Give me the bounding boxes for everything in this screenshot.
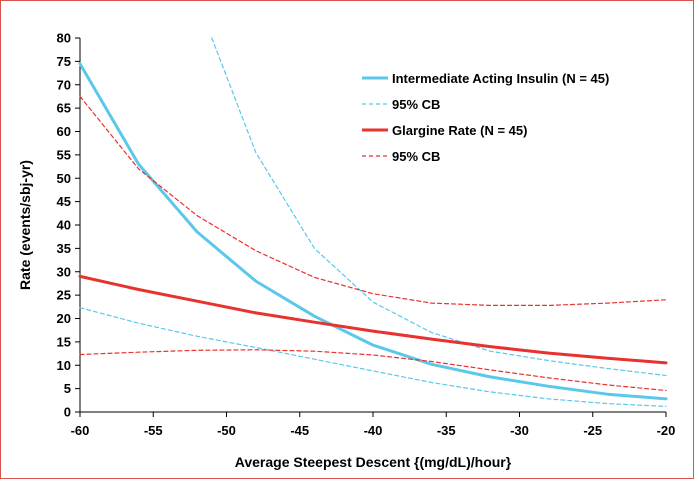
x-tick-label: -50 <box>217 423 236 438</box>
y-tick-label: 5 <box>64 381 71 396</box>
y-tick-label: 30 <box>57 264 71 279</box>
y-tick-label: 40 <box>57 218 71 233</box>
x-axis-title: Average Steepest Descent {(mg/dL)/hour} <box>235 454 512 470</box>
y-tick-label: 25 <box>57 288 71 303</box>
y-tick-label: 20 <box>57 311 71 326</box>
series-line-4 <box>78 274 668 365</box>
y-axis-title: Rate (events/sbj-yr) <box>17 160 33 290</box>
series-line-6 <box>79 349 667 392</box>
y-tick-label: 60 <box>57 124 71 139</box>
y-tick-label: 50 <box>57 171 71 186</box>
x-tick-label: -40 <box>364 423 383 438</box>
x-tick-label: -30 <box>510 423 529 438</box>
y-tick-label: 0 <box>64 405 71 420</box>
y-tick-label: 70 <box>57 77 71 92</box>
y-tick-label: 65 <box>57 101 71 116</box>
legend-label: 95% CB <box>392 97 440 112</box>
y-axis-ticks: 0 5 10 15 20 25 30 35 40 45 50 55 60 65 70 75 80 <box>57 31 80 420</box>
y-tick-label: 75 <box>57 54 71 69</box>
x-tick-label: -45 <box>290 423 309 438</box>
y-tick-label: 15 <box>57 334 71 349</box>
x-tick-label: -20 <box>657 423 676 438</box>
legend-label: Intermediate Acting Insulin (N = 45) <box>392 71 609 86</box>
y-tick-label: 55 <box>57 147 71 162</box>
series-line-3 <box>211 37 667 377</box>
x-tick-label: -25 <box>583 423 602 438</box>
y-tick-label: 45 <box>57 194 71 209</box>
x-tick-label: -35 <box>437 423 456 438</box>
series-line-5 <box>79 95 667 306</box>
series-layer <box>78 37 668 407</box>
legend: Intermediate Acting Insulin (N = 45) 95% … <box>362 71 609 164</box>
series-line-2 <box>79 307 667 407</box>
x-tick-label: -55 <box>144 423 163 438</box>
y-tick-label: 10 <box>57 358 71 373</box>
y-tick-label: 35 <box>57 241 71 256</box>
legend-label: Glargine Rate (N = 45) <box>392 123 527 138</box>
x-tick-label: -60 <box>71 423 90 438</box>
legend-label: 95% CB <box>392 149 440 164</box>
series-line-1 <box>78 62 668 401</box>
y-tick-label: 80 <box>57 31 71 46</box>
x-axis-ticks: -60 -55 -50 -45 -40 -35 -30 -25 -20 <box>71 412 676 438</box>
